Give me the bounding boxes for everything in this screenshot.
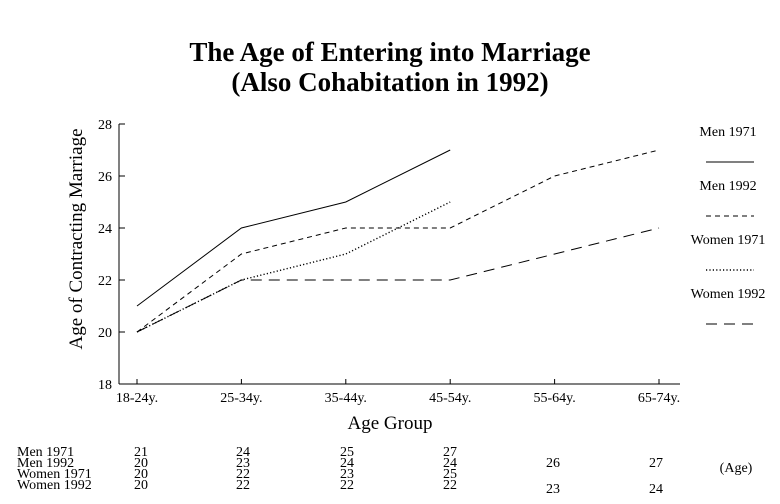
table-cell: 22 xyxy=(236,478,250,493)
table-cell: 24 xyxy=(443,456,457,471)
x-tick-label: 25-34y. xyxy=(220,391,262,406)
table-unit-label: (Age) xyxy=(720,461,753,476)
series-line-4 xyxy=(136,227,660,333)
series-lines xyxy=(136,149,660,333)
x-tick-label: 55-64y. xyxy=(533,391,575,406)
x-tick-label: 45-54y. xyxy=(429,391,471,406)
table-row-label: Women 1992 xyxy=(17,478,92,493)
table-cell: 22 xyxy=(236,467,250,482)
axes: 18 20 22 24 26 28 18-24y. 25-34y. 35-44y. 45-54y.… xyxy=(98,118,680,406)
x-tick-label: 35-44y. xyxy=(325,391,367,406)
table-cell: 23 xyxy=(546,482,560,497)
y-axis-label: Age of Contracting Marriage xyxy=(66,128,87,349)
table-cell: 24 xyxy=(649,482,663,497)
series-line-1 xyxy=(136,149,451,307)
table-cell: 25 xyxy=(340,445,354,460)
table-cell: 23 xyxy=(340,467,354,482)
table-cell: 21 xyxy=(134,445,148,460)
legend-label: Men 1971 xyxy=(699,125,756,140)
legend: Men 1971 Men 1992 Women 1971 Women 1992 xyxy=(691,125,766,325)
y-tick-label: 18 xyxy=(98,378,112,393)
table-cell: 23 xyxy=(236,456,250,471)
table-cell: 20 xyxy=(134,478,148,493)
table-cell: 27 xyxy=(649,456,663,471)
table-row-label: Women 1971 xyxy=(17,467,92,482)
table-cell: 25 xyxy=(443,467,457,482)
table-row-label: Men 1992 xyxy=(17,456,74,471)
y-tick-label: 20 xyxy=(98,326,112,341)
table-cell: 20 xyxy=(134,456,148,471)
chart-subtitle: (Also Cohabitation in 1992) xyxy=(231,67,548,97)
table-row-label: Men 1971 xyxy=(17,445,74,460)
legend-label: Women 1971 xyxy=(691,233,766,248)
table-cell: 24 xyxy=(236,445,250,460)
series-line-2 xyxy=(136,149,660,333)
legend-label: Women 1992 xyxy=(691,287,766,302)
chart-title: The Age of Entering into Marriage xyxy=(189,37,590,67)
table-cell: 20 xyxy=(134,467,148,482)
x-tick-label: 65-74y. xyxy=(638,391,680,406)
y-tick-label: 24 xyxy=(98,222,112,237)
legend-label: Men 1992 xyxy=(699,179,756,194)
table-cell: 22 xyxy=(443,478,457,493)
table-cell: 24 xyxy=(340,456,354,471)
x-tick-label: 18-24y. xyxy=(116,391,158,406)
y-tick-label: 22 xyxy=(98,274,112,289)
y-tick-label: 28 xyxy=(98,118,112,133)
series-line-3 xyxy=(136,201,451,333)
x-axis-label: Age Group xyxy=(348,413,433,434)
table-cell: 22 xyxy=(340,478,354,493)
y-tick-label: 26 xyxy=(98,170,112,185)
table-cell: 27 xyxy=(443,445,457,460)
table-cell: 26 xyxy=(546,456,560,471)
